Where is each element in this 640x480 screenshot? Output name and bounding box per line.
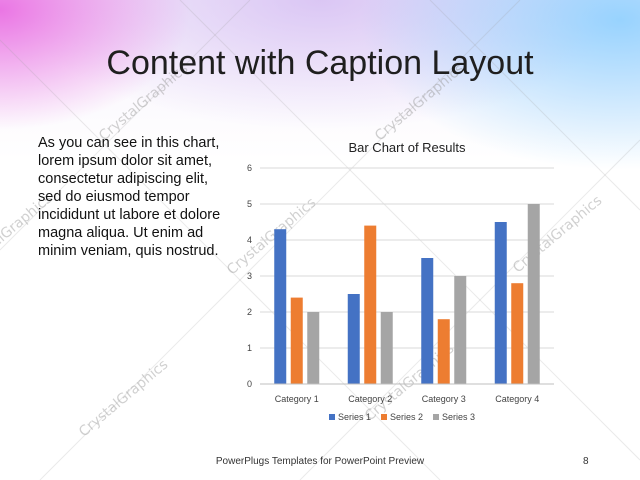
x-tick-label: Category 3 bbox=[422, 394, 466, 404]
slide-title[interactable]: Content with Caption Layout bbox=[106, 44, 534, 82]
bar bbox=[364, 225, 377, 384]
legend-label: Series 3 bbox=[442, 412, 475, 422]
chart-title: Bar Chart of Results bbox=[348, 140, 466, 155]
legend-swatch bbox=[433, 414, 439, 420]
x-tick-label: Category 1 bbox=[275, 394, 319, 404]
x-tick-label: Category 4 bbox=[495, 394, 539, 404]
x-tick-label: Category 2 bbox=[348, 394, 392, 404]
bar bbox=[274, 229, 287, 384]
bar bbox=[527, 204, 540, 384]
bar bbox=[454, 276, 467, 384]
bar bbox=[307, 312, 320, 384]
bar bbox=[511, 283, 524, 384]
legend-label: Series 2 bbox=[390, 412, 423, 422]
y-tick-label: 3 bbox=[247, 271, 252, 281]
y-tick-label: 4 bbox=[247, 235, 252, 245]
legend-swatch bbox=[381, 414, 387, 420]
bar-chart[interactable]: Bar Chart of Results 0 1 2 3 4 5 6 Category 1 Cat… bbox=[236, 128, 566, 433]
legend-swatch bbox=[329, 414, 335, 420]
legend-label: Series 1 bbox=[338, 412, 371, 422]
caption-text[interactable]: As you can see in this chart, lorem ipsu… bbox=[38, 135, 221, 259]
y-tick-label: 5 bbox=[247, 199, 252, 209]
y-tick-label: 6 bbox=[247, 163, 252, 173]
page-number: 8 bbox=[583, 456, 589, 467]
bar bbox=[380, 312, 393, 384]
footer-text: PowerPlugs Templates for PowerPoint Prev… bbox=[215, 456, 425, 467]
bar bbox=[494, 222, 507, 384]
bar bbox=[437, 319, 450, 384]
bar bbox=[290, 297, 303, 384]
y-tick-label: 2 bbox=[247, 307, 252, 317]
y-tick-label: 1 bbox=[247, 343, 252, 353]
y-tick-label: 0 bbox=[247, 379, 252, 389]
bar bbox=[347, 294, 360, 384]
bar bbox=[421, 258, 434, 384]
